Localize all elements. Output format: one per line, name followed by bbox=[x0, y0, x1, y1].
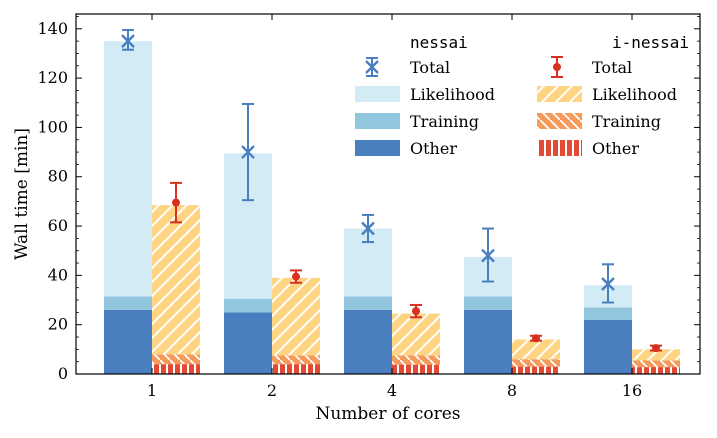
legend-title-nessai: nessai bbox=[410, 33, 468, 52]
bar-i-nessai-other-16 bbox=[632, 367, 680, 374]
y-tick-label-140: 140 bbox=[37, 19, 68, 38]
legend-inessai-other-label: Other bbox=[592, 139, 639, 158]
bar-nessai-other-4 bbox=[344, 309, 392, 374]
bar-nessai-other-8 bbox=[464, 309, 512, 374]
bar-nessai-other-2 bbox=[224, 312, 272, 374]
legend-inessai-likelihood-swatch bbox=[537, 86, 582, 102]
x-tick-label-2: 2 bbox=[267, 381, 277, 400]
bar-i-nessai-likelihood-16 bbox=[632, 349, 680, 361]
legend-nessai-total-marker bbox=[365, 57, 379, 77]
x-tick-label-4: 4 bbox=[387, 381, 397, 400]
bar-nessai-other-1 bbox=[104, 309, 152, 374]
legend-inessai-training-swatch bbox=[537, 113, 582, 129]
bar-nessai-likelihood-1 bbox=[104, 41, 152, 297]
total-marker-i-nessai-1 bbox=[172, 198, 180, 207]
legend-nessai-likelihood-label: Likelihood bbox=[410, 85, 495, 104]
legend-nessai-total-x bbox=[365, 60, 379, 74]
legend-inessai-total-marker bbox=[551, 56, 563, 78]
legend-nessai-likelihood-swatch bbox=[355, 86, 400, 102]
legend-inessai-likelihood-label: Likelihood bbox=[592, 85, 677, 104]
bar-i-nessai-likelihood-2 bbox=[272, 277, 320, 356]
y-tick-label-100: 100 bbox=[37, 117, 68, 136]
legend-inessai-other-swatch bbox=[537, 140, 582, 156]
y-axis-label: Wall time [min] bbox=[12, 128, 32, 260]
total-marker-nessai-16 bbox=[601, 277, 615, 291]
plot-frame bbox=[75, 13, 701, 375]
y-tick-label-60: 60 bbox=[48, 216, 68, 235]
total-marker-nessai-2 bbox=[241, 145, 255, 159]
legend-title-inessai: i-nessai bbox=[612, 33, 689, 52]
total-marker-i-nessai-4 bbox=[412, 307, 420, 316]
bar-nessai-training-2 bbox=[224, 298, 272, 313]
bar-i-nessai-other-1 bbox=[152, 364, 200, 374]
total-marker-nessai-8 bbox=[481, 248, 495, 263]
legend-inessai-training-label: Training bbox=[592, 112, 661, 131]
bar-i-nessai-training-1 bbox=[152, 354, 200, 365]
bar-i-nessai-other-4 bbox=[392, 364, 440, 374]
total-marker-i-nessai-16 bbox=[652, 344, 660, 353]
total-marker-nessai-1 bbox=[121, 34, 135, 48]
bar-i-nessai-other-2 bbox=[272, 364, 320, 374]
bar-i-nessai-training-4 bbox=[392, 355, 440, 365]
x-tick-label-8: 8 bbox=[507, 381, 517, 400]
x-axis-label: Number of cores bbox=[315, 404, 460, 424]
total-marker-nessai-4 bbox=[361, 221, 375, 236]
bar-i-nessai-other-8 bbox=[512, 366, 560, 374]
bar-i-nessai-likelihood-8 bbox=[512, 339, 560, 360]
x-tick-label-16: 16 bbox=[622, 381, 642, 400]
bar-i-nessai-training-8 bbox=[512, 359, 560, 367]
bar-nessai-other-16 bbox=[584, 319, 632, 374]
legend-inessai-total-label: Total bbox=[592, 58, 632, 77]
y-tick-label-40: 40 bbox=[48, 265, 68, 284]
total-marker-i-nessai-2 bbox=[292, 272, 300, 281]
bar-i-nessai-likelihood-4 bbox=[392, 313, 440, 356]
y-tick-label-80: 80 bbox=[48, 167, 68, 186]
bar-nessai-training-8 bbox=[464, 296, 512, 310]
y-tick-label-0: 0 bbox=[58, 364, 68, 383]
bar-i-nessai-likelihood-1 bbox=[152, 205, 200, 355]
bar-i-nessai-training-16 bbox=[632, 360, 680, 368]
legend: nessai i-nessai Total Likelihood Trainin… bbox=[355, 33, 689, 158]
y-tick-label-120: 120 bbox=[37, 68, 68, 87]
legend-nessai-training-label: Training bbox=[410, 112, 479, 131]
x-tick-label-1: 1 bbox=[147, 381, 157, 400]
bar-nessai-training-16 bbox=[584, 307, 632, 320]
y-tick-label-20: 20 bbox=[48, 315, 68, 334]
bar-i-nessai-training-2 bbox=[272, 355, 320, 365]
bar-nessai-training-4 bbox=[344, 296, 392, 310]
total-marker-i-nessai-8 bbox=[532, 334, 540, 343]
legend-nessai-other-label: Other bbox=[410, 139, 457, 158]
legend-nessai-total-label: Total bbox=[410, 58, 450, 77]
legend-inessai-total-dot bbox=[553, 63, 561, 71]
bar-nessai-training-1 bbox=[104, 296, 152, 310]
legend-nessai-other-swatch bbox=[355, 140, 400, 156]
legend-nessai-training-swatch bbox=[355, 113, 400, 129]
